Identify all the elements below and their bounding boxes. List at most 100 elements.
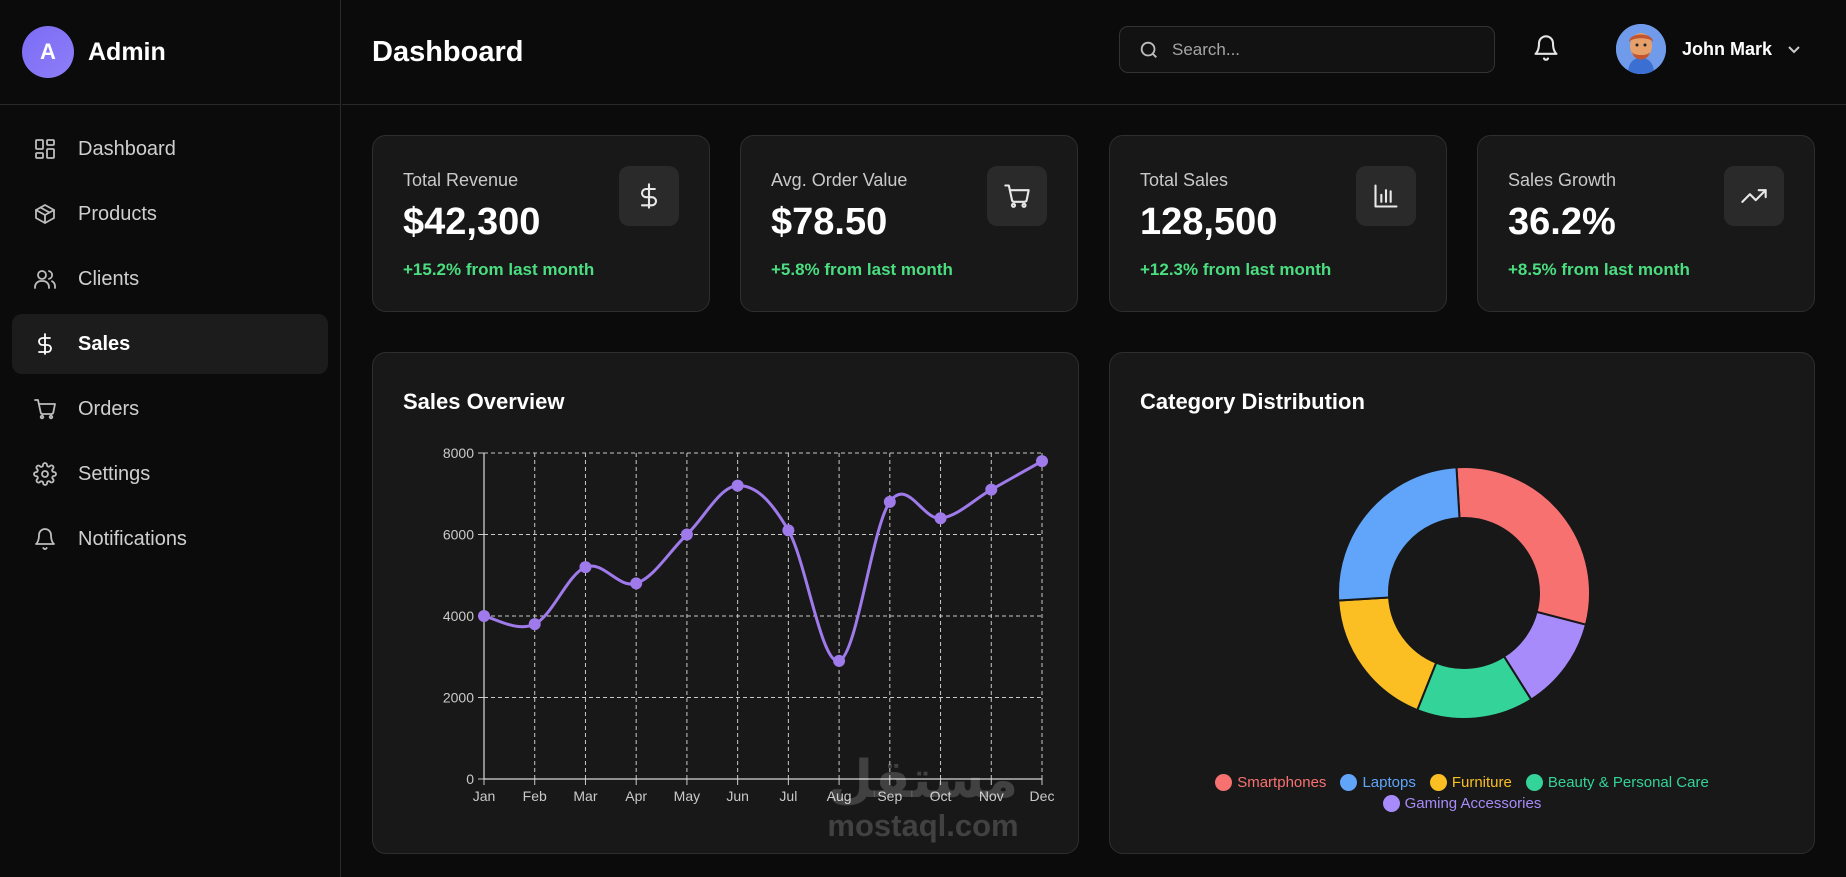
sidebar-item-notifications[interactable]: Notifications — [12, 509, 328, 569]
y-tick-label: 2000 — [443, 690, 474, 706]
users-icon — [32, 266, 58, 292]
data-point[interactable] — [528, 618, 541, 631]
series-line — [483, 459, 1043, 663]
data-point[interactable] — [579, 561, 592, 574]
legend-label: Smartphones — [1237, 774, 1327, 791]
legend-swatch — [1340, 774, 1358, 791]
x-tick-label: Nov — [979, 788, 1004, 804]
stat-label: Total Sales — [1140, 170, 1229, 190]
data-point[interactable] — [680, 528, 693, 541]
pie-slice[interactable] — [1455, 466, 1591, 626]
user-name: John Mark — [1682, 38, 1773, 59]
legend-label: Beauty & Personal Care — [1547, 774, 1709, 791]
data-point[interactable] — [934, 512, 947, 525]
x-tick-label: Sep — [877, 788, 902, 804]
legend-item[interactable]: Smartphones — [1215, 774, 1326, 791]
x-tick-label: Apr — [625, 788, 647, 804]
sidebar-nav: Dashboard Products Clients Sales Orders — [0, 105, 340, 588]
sidebar-item-label: Dashboard — [78, 137, 176, 160]
x-tick-label: May — [674, 788, 700, 804]
search-box[interactable] — [1119, 26, 1495, 73]
notifications-bell-button[interactable] — [1532, 34, 1560, 62]
sidebar-item-settings[interactable]: Settings — [12, 444, 328, 504]
sidebar-item-clients[interactable]: Clients — [12, 249, 328, 309]
legend-item[interactable]: Gaming Accessories — [1382, 795, 1542, 812]
dollar-icon — [619, 166, 679, 226]
x-tick-label: Jun — [726, 788, 749, 804]
user-menu[interactable]: John Mark — [1616, 24, 1802, 74]
stat-label: Avg. Order Value — [771, 170, 908, 190]
top-header: Dashboard John Mark — [342, 0, 1846, 105]
legend-item[interactable]: Laptops — [1340, 774, 1416, 791]
y-tick-label: 6000 — [443, 527, 474, 543]
x-tick-label: Dec — [1030, 788, 1055, 804]
sidebar-item-label: Settings — [78, 462, 151, 485]
sidebar-item-sales[interactable]: Sales — [12, 314, 328, 374]
data-point[interactable] — [731, 479, 744, 492]
y-tick-label: 8000 — [443, 445, 474, 461]
legend-label: Gaming Accessories — [1404, 795, 1542, 812]
x-tick-label: Jan — [473, 788, 496, 804]
brand-name: Admin — [88, 37, 166, 66]
x-tick-label: Aug — [827, 788, 852, 804]
sidebar-item-label: Sales — [78, 332, 131, 355]
stat-change: +12.3% from last month — [1140, 260, 1332, 279]
stat-change: +5.8% from last month — [771, 260, 953, 279]
chevron-down-icon — [1786, 41, 1802, 57]
sidebar-item-label: Orders — [78, 397, 140, 420]
sidebar-item-label: Clients — [78, 267, 140, 290]
data-point[interactable] — [833, 654, 846, 667]
x-tick-label: Mar — [573, 788, 597, 804]
sidebar-item-orders[interactable]: Orders — [12, 379, 328, 439]
stat-change: +15.2% from last month — [403, 260, 595, 279]
x-tick-label: Jul — [779, 788, 797, 804]
stat-value: 36.2% — [1508, 201, 1616, 243]
data-point[interactable] — [883, 495, 896, 508]
data-point[interactable] — [782, 524, 795, 537]
x-tick-label: Feb — [523, 788, 547, 804]
bar-chart-icon — [1356, 166, 1416, 226]
sidebar-item-label: Products — [78, 202, 157, 225]
y-tick-label: 0 — [466, 771, 474, 787]
page-title: Dashboard — [372, 35, 524, 68]
data-point[interactable] — [1036, 455, 1048, 468]
legend-label: Furniture — [1451, 774, 1512, 791]
pie-slice[interactable] — [1337, 466, 1461, 602]
search-input[interactable] — [1172, 39, 1472, 60]
data-point[interactable] — [630, 577, 643, 590]
stat-card-total-sales: Total Sales 128,500 +12.3% from last mon… — [1109, 135, 1447, 312]
legend-swatch — [1525, 774, 1543, 791]
bell-icon — [1534, 35, 1558, 61]
dollar-icon — [32, 331, 58, 357]
sales-line-chart: 0 2000 4000 6000 8000 Jan Feb Mar Apr May Jun Jul Au… — [443, 445, 1055, 804]
legend-item[interactable]: Furniture — [1429, 774, 1512, 791]
stat-card-total-revenue: Total Revenue $42,300 +15.2% from last m… — [372, 135, 710, 312]
stat-label: Sales Growth — [1508, 170, 1617, 190]
sidebar-item-products[interactable]: Products — [12, 184, 328, 244]
sales-overview-panel: 0 2000 4000 6000 8000 Jan Feb Mar Apr May Jun Jul Au… — [372, 352, 1079, 854]
stat-value: 128,500 — [1140, 201, 1278, 243]
x-tick-label: Oct — [930, 788, 952, 804]
search-icon — [1140, 41, 1157, 58]
panel-title: Sales Overview — [403, 389, 565, 414]
chart-legend: Smartphones Laptops Furniture Beauty & Pers… — [1110, 774, 1814, 812]
stat-card-avg-order-value: Avg. Order Value $78.50 +5.8% from last … — [740, 135, 1078, 312]
sidebar-item-dashboard[interactable]: Dashboard — [12, 119, 328, 179]
avatar — [1616, 24, 1666, 74]
panel-title: Category Distribution — [1140, 389, 1365, 414]
y-tick-label: 4000 — [443, 608, 474, 624]
stat-value: $42,300 — [403, 201, 541, 243]
stat-card-sales-growth: Sales Growth 36.2% +8.5% from last month — [1477, 135, 1815, 312]
brand-avatar: A — [22, 26, 74, 78]
legend-swatch — [1382, 795, 1400, 812]
stat-label: Total Revenue — [403, 170, 519, 190]
category-distribution-panel: Category Distribution Smartphones Laptops… — [1109, 352, 1815, 854]
pie-slice[interactable] — [1337, 596, 1438, 712]
legend-item[interactable]: Beauty & Personal Care — [1525, 774, 1709, 791]
data-point[interactable] — [478, 610, 490, 622]
legend-swatch — [1429, 774, 1447, 791]
stat-change: +8.5% from last month — [1508, 260, 1690, 279]
data-point[interactable] — [985, 483, 998, 496]
cart-icon — [987, 166, 1047, 226]
sidebar-item-label: Notifications — [78, 527, 187, 550]
